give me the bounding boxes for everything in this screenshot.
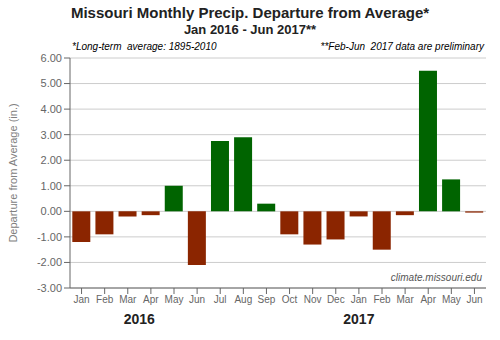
svg-text:Departure from Average (in.): Departure from Average (in.) [8,103,19,242]
html-text:*Long-term average: 1895-2010: *Long-term average: 1895-2010 [72,41,217,52]
svg-text:Nov: Nov [304,294,322,305]
svg-text:Jul: Jul [214,294,227,305]
svg-text:6.00: 6.00 [41,52,62,64]
svg-text:Feb: Feb [96,294,114,305]
svg-text:3.00: 3.00 [41,129,62,141]
svg-text:Aug: Aug [234,294,252,305]
svg-text:May: May [442,294,461,305]
html-text:2016: 2016 [123,311,155,327]
html-text:2017: 2017 [343,311,375,327]
svg-text:4.00: 4.00 [41,103,62,115]
svg-text:5.00: 5.00 [41,77,62,89]
svg-text:-1.00: -1.00 [37,231,62,243]
svg-text:-2.00: -2.00 [37,256,62,268]
svg-text:Feb: Feb [373,294,391,305]
svg-text:0.00: 0.00 [41,205,62,217]
svg-text:Jun: Jun [466,294,482,305]
html-text:Missouri Monthly Precip. Depar: Missouri Monthly Precip. Departure from … [70,4,430,21]
svg-text:Jun: Jun [189,294,205,305]
svg-text:Sep: Sep [258,294,276,305]
svg-text:May: May [165,294,184,305]
svg-text:Oct: Oct [282,294,298,305]
svg-text:Apr: Apr [420,294,436,305]
svg-text:Apr: Apr [143,294,159,305]
html-text:climate.missouri.edu: climate.missouri.edu [390,272,482,283]
svg-text:Mar: Mar [396,294,414,305]
svg-text:2.00: 2.00 [41,154,62,166]
svg-text:1.00: 1.00 [41,180,62,192]
svg-text:Jan: Jan [351,294,367,305]
html-text:Jan 2016 - Jun 2017**: Jan 2016 - Jun 2017** [183,22,317,37]
html-text:**Feb-Jun 2017 data are prelim: **Feb-Jun 2017 data are preliminary [320,41,484,52]
svg-text:Mar: Mar [119,294,137,305]
svg-text:Dec: Dec [327,294,345,305]
svg-text:-3.00: -3.00 [37,282,62,294]
svg-text:Jan: Jan [73,294,89,305]
